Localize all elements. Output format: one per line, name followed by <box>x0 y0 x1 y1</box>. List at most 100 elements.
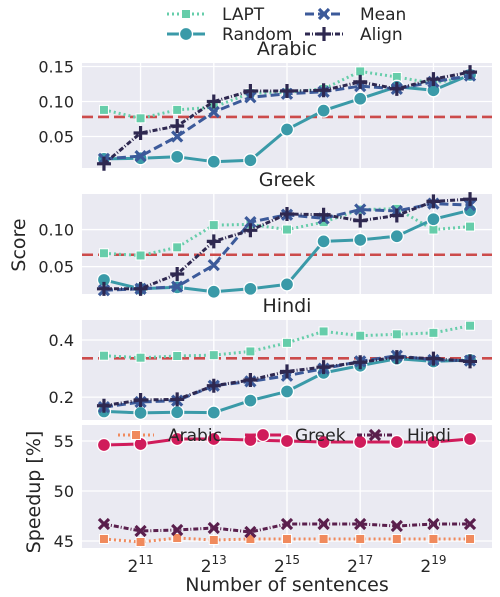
data-point-hindi <box>171 523 184 537</box>
data-point-lapt <box>245 346 256 357</box>
data-point-align <box>170 392 185 407</box>
data-point-align <box>426 72 441 87</box>
panel-title: Hindi <box>263 295 312 317</box>
legend-marker <box>368 428 382 442</box>
data-point-lapt <box>172 351 183 361</box>
panel-greek: 0.05 0.10 Greek <box>38 169 492 299</box>
data-point-arabic <box>172 533 183 543</box>
data-point-align <box>280 364 294 379</box>
data-point-lapt <box>391 329 402 340</box>
data-point-arabic <box>282 534 292 544</box>
data-point-hindi <box>280 517 294 531</box>
legend-label: Arabic <box>168 426 222 446</box>
data-point-lapt <box>208 220 219 231</box>
legend-label: Align <box>360 25 403 45</box>
data-point-hindi <box>390 519 403 533</box>
data-point-random <box>206 405 221 420</box>
legend-speedup: Arabic Greek Hindi <box>118 426 451 446</box>
data-point-mean <box>207 105 220 119</box>
data-point-align <box>170 119 185 133</box>
data-point-align <box>316 83 331 98</box>
data-point-lapt <box>135 352 146 363</box>
legend-item-mean: Mean <box>305 5 406 25</box>
data-point-greek <box>462 431 478 447</box>
data-point-hindi <box>244 525 257 539</box>
data-point-greek <box>353 434 368 450</box>
data-point-arabic <box>355 534 366 544</box>
data-point-greek <box>279 433 295 449</box>
data-point-hindi <box>354 517 367 531</box>
data-point-align <box>206 378 221 393</box>
data-point-lapt <box>428 327 439 338</box>
data-point-lapt <box>355 66 366 77</box>
data-point-random <box>206 154 221 169</box>
legend-item-align: Align <box>305 25 403 45</box>
data-point-align <box>133 126 148 140</box>
data-point-lapt <box>282 337 292 348</box>
data-point-hindi <box>317 517 330 531</box>
data-point-arabic <box>391 534 402 544</box>
y-tick-label: 50 <box>54 482 74 501</box>
data-point-hindi <box>134 524 147 538</box>
y-tick-label: 0.4 <box>49 331 74 350</box>
data-point-random <box>243 281 258 296</box>
data-point-hindi <box>427 517 440 531</box>
data-point-random <box>316 234 331 249</box>
data-point-align <box>206 234 221 249</box>
data-point-arabic <box>208 535 219 545</box>
data-point-align <box>316 207 331 222</box>
legend-item-lapt: LAPT <box>167 5 265 25</box>
data-point-greek <box>96 437 112 453</box>
panel-hindi: 0.2 0.4 Hindi <box>49 295 492 421</box>
y-tick-label: 0.2 <box>49 388 74 407</box>
data-point-align <box>463 192 478 207</box>
legend-item-hindi: Hindi <box>357 426 451 446</box>
y-tick-label: 0.15 <box>38 58 74 77</box>
data-point-align <box>280 207 294 221</box>
data-point-lapt <box>172 104 183 115</box>
data-point-random <box>279 122 295 137</box>
data-point-align <box>389 81 404 96</box>
x-axis-label: Number of sentences <box>185 574 389 596</box>
x-tick-label: 215 <box>274 553 300 577</box>
panel-speedup: 45 50 55 211 213 215 217 219 Number of sentences <box>54 425 492 596</box>
y-tick-label: 0.10 <box>38 221 74 240</box>
data-point-arabic <box>135 537 146 547</box>
y-tick-label: 55 <box>54 432 74 451</box>
data-point-hindi <box>463 517 477 531</box>
data-point-lapt <box>135 250 146 261</box>
series-line-lapt <box>103 324 471 360</box>
data-point-align <box>243 373 258 387</box>
x-tick-label: 211 <box>128 553 154 577</box>
data-point-lapt <box>465 320 476 331</box>
data-point-hindi <box>207 521 220 535</box>
data-point-lapt <box>355 330 366 341</box>
data-point-align <box>96 281 111 296</box>
data-point-greek <box>426 434 441 450</box>
data-point-align <box>426 194 441 209</box>
legend-label: LAPT <box>222 5 265 25</box>
data-point-align <box>170 267 185 281</box>
data-point-greek <box>170 431 185 447</box>
data-point-align <box>389 350 404 365</box>
data-point-random <box>279 384 295 399</box>
data-point-mean <box>171 280 184 293</box>
data-point-lapt <box>465 221 476 232</box>
data-point-random <box>170 405 185 420</box>
legend-marker <box>131 430 141 440</box>
legend-marker <box>317 27 331 41</box>
panel-title: Arabic <box>257 38 317 60</box>
data-point-lapt <box>428 224 439 235</box>
data-point-align <box>353 74 368 89</box>
data-point-random <box>353 91 368 106</box>
legend-marker <box>255 427 271 443</box>
data-point-random <box>316 103 331 118</box>
data-point-align <box>389 208 404 223</box>
legend-item-greek: Greek <box>245 426 346 446</box>
data-point-random <box>279 277 295 292</box>
y-tick-label: 45 <box>54 532 74 551</box>
data-point-align <box>133 393 148 407</box>
data-point-greek <box>316 434 331 450</box>
